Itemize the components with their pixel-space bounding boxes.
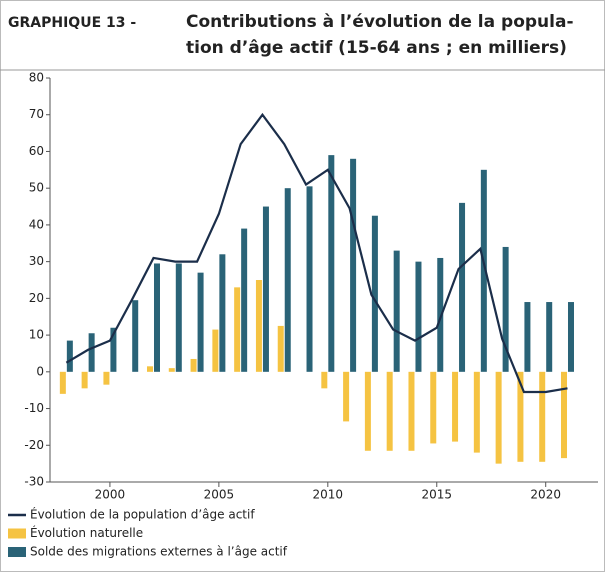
bar <box>110 327 117 372</box>
chart-label: GRAPHIQUE 13 - <box>8 15 136 31</box>
bar <box>459 202 466 372</box>
bar <box>343 371 350 422</box>
y-tick-label: 60 <box>29 144 44 158</box>
bar <box>306 186 313 372</box>
bar <box>502 246 509 372</box>
bar <box>241 228 248 372</box>
x-tick-label: 2020 <box>530 488 561 502</box>
y-tick-label: 20 <box>29 291 44 305</box>
line <box>65 112 568 394</box>
bar <box>284 188 291 372</box>
y-tick-label: 50 <box>29 181 44 195</box>
bar <box>321 371 328 389</box>
x-tick-label: 2015 <box>421 488 452 502</box>
bar <box>415 261 422 372</box>
bar <box>190 358 197 372</box>
bar <box>59 371 66 394</box>
bar <box>197 272 204 372</box>
bar <box>328 155 335 372</box>
bar <box>103 371 110 385</box>
bar <box>539 371 546 462</box>
bar <box>495 371 502 464</box>
bar <box>262 206 269 372</box>
bar <box>524 302 531 372</box>
bar <box>350 158 357 372</box>
y-tick-label: -30 <box>24 475 44 489</box>
bar <box>219 254 226 372</box>
bar <box>546 302 553 372</box>
x-tick-label: 2010 <box>313 488 344 502</box>
legend-swatch <box>8 528 26 539</box>
bar <box>88 333 95 372</box>
bar <box>146 366 153 372</box>
bar <box>480 169 487 372</box>
bar <box>371 215 378 372</box>
bar <box>473 371 480 453</box>
bar <box>277 325 284 372</box>
y-tick-label: -10 <box>24 401 44 415</box>
bar <box>430 371 437 444</box>
bar <box>393 250 400 372</box>
bar <box>517 371 524 462</box>
y-tick-label: 40 <box>29 217 44 231</box>
x-tick-label: 2000 <box>95 488 126 502</box>
legend-label: Évolution naturelle <box>30 525 143 540</box>
bar <box>132 300 139 372</box>
y-tick-label: 10 <box>29 328 44 342</box>
chart-title: Contributions à l’évolution de la popula… <box>186 12 574 32</box>
bar <box>175 263 182 372</box>
chart-title: tion d’âge actif (15-64 ans ; en millier… <box>186 38 567 58</box>
bar <box>168 368 175 372</box>
legend-label: Évolution de la population d’âge actif <box>30 507 255 522</box>
bar <box>560 371 567 459</box>
bar <box>364 371 371 451</box>
bar <box>212 329 219 372</box>
legend-label: Solde des migrations externes à l’âge ac… <box>30 545 288 559</box>
y-tick-label: 80 <box>29 71 44 85</box>
bar <box>234 287 241 372</box>
bar <box>452 371 459 442</box>
bar <box>386 371 393 451</box>
bar <box>437 257 444 372</box>
bar <box>81 371 88 389</box>
bar <box>408 371 415 451</box>
y-tick-label: 30 <box>29 254 44 268</box>
y-tick-label: -20 <box>24 438 44 452</box>
bar <box>567 302 574 372</box>
bar <box>66 340 73 372</box>
legend-swatch <box>8 547 26 557</box>
x-tick-label: 2005 <box>204 488 235 502</box>
bar <box>153 263 160 372</box>
y-tick-label: 70 <box>29 107 44 121</box>
bar <box>255 280 262 372</box>
y-tick-label: 0 <box>36 364 44 378</box>
